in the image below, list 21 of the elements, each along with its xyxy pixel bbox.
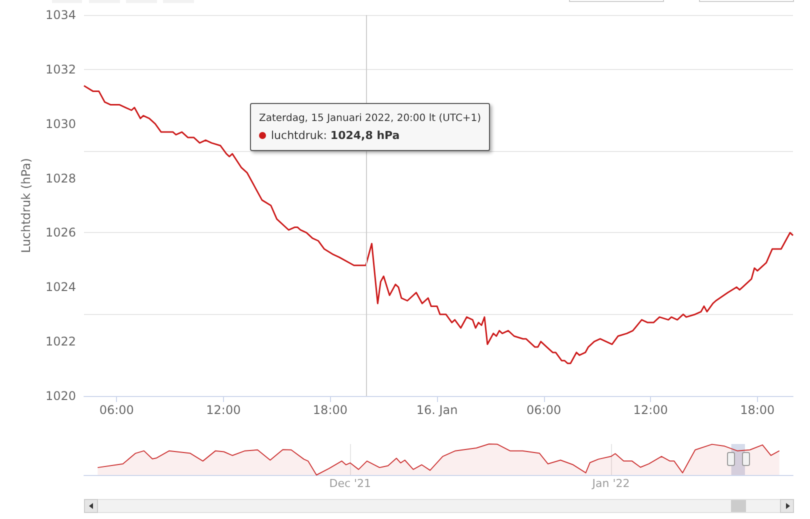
- y-tick-label: 1026: [45, 226, 76, 240]
- x-tick-label: 06:00: [526, 403, 562, 417]
- annotation: Zaterdag, 15 Januari 2022, 20:00 lt (UTC+1): [259, 112, 482, 126]
- line-series: [83, 85, 794, 364]
- x-tick-label: 12:00: [633, 403, 668, 417]
- x-tick-label: 06:00: [99, 403, 134, 417]
- y-tick-label: 1028: [45, 171, 76, 186]
- y-tick-label: 1030: [45, 116, 76, 131]
- y-tick-label: 1032: [45, 62, 76, 76]
- x-tick-label: Jan '22: [591, 477, 630, 490]
- x-tick-label: 12:00: [206, 403, 241, 417]
- x-tick-label: 18:00: [740, 403, 775, 417]
- y-tick-label: 1024: [45, 280, 76, 294]
- y-tick-label: 1022: [45, 334, 76, 349]
- y-tick-label: 1034: [45, 8, 76, 22]
- x-tick-label: 18:00: [312, 403, 348, 417]
- x-tick-label: Dec '21: [329, 477, 372, 490]
- y-axis-title: Luchtdruk (hPa): [19, 158, 33, 253]
- y-tick-label: 1020: [45, 389, 76, 403]
- x-tick-label: 16. Jan: [416, 403, 458, 417]
- annotation: luchtdruk: 1024,8 hPa: [271, 129, 400, 142]
